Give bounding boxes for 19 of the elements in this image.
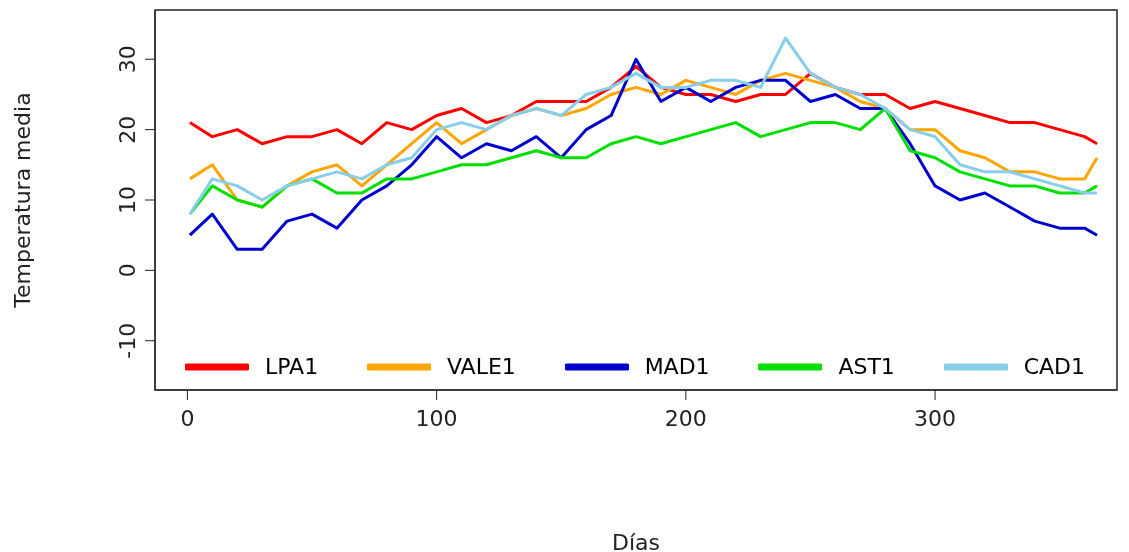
line-series xyxy=(188,36,1099,216)
y-tick-label: 30 xyxy=(115,45,140,74)
y-tick-label: 10 xyxy=(115,186,140,214)
legend-label: AST1 xyxy=(838,354,895,379)
legend-label: LPA1 xyxy=(265,354,319,379)
y-axis-title: Temperatura media xyxy=(9,92,35,309)
x-tick-label: 300 xyxy=(914,405,957,431)
y-tick-label: -10 xyxy=(115,322,140,359)
x-tick-label: 100 xyxy=(415,405,458,431)
x-axis-title: Días xyxy=(612,530,660,552)
y-tick-label: 20 xyxy=(115,115,140,144)
legend-label: MAD1 xyxy=(644,354,710,379)
line-series xyxy=(188,107,1099,216)
legend-label: CAD1 xyxy=(1023,354,1085,379)
x-tick-label: 200 xyxy=(664,405,707,431)
x-tick-label: 0 xyxy=(180,405,195,431)
line-series xyxy=(188,57,1099,251)
y-tick-label: 0 xyxy=(115,263,140,278)
legend-label: VALE1 xyxy=(446,354,516,379)
